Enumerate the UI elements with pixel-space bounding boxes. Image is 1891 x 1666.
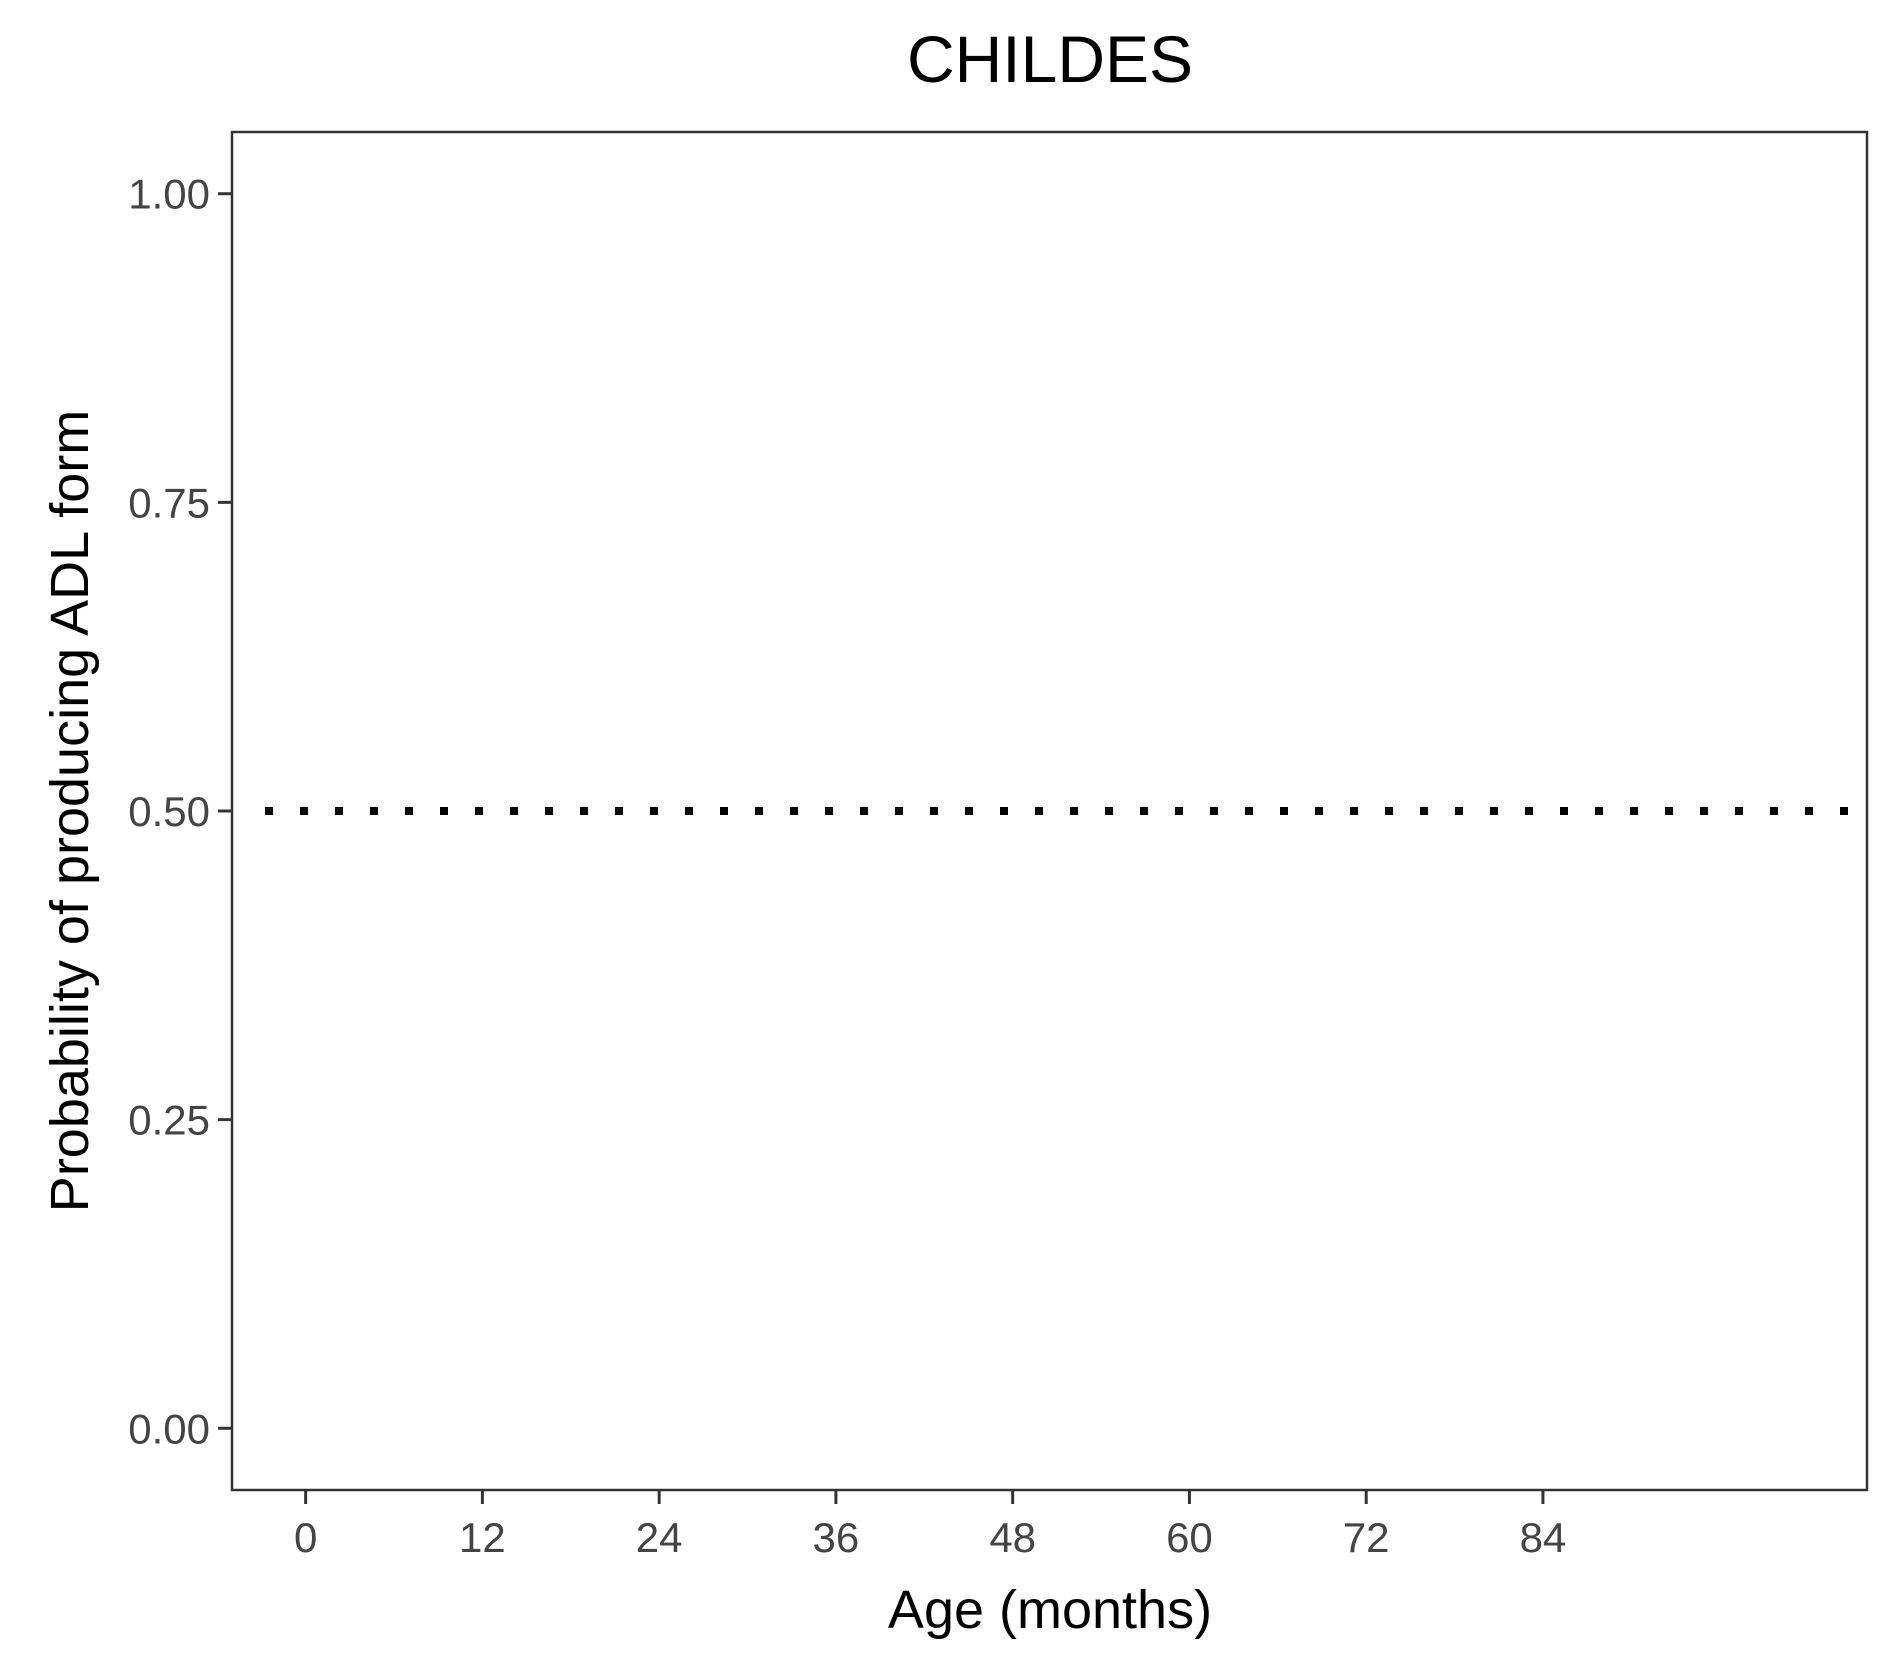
- chart-title: CHILDES: [907, 22, 1193, 96]
- x-axis-title: Age (months): [888, 1580, 1212, 1640]
- x-axis: 0 12 24 36 48 60 72 84: [294, 1490, 1566, 1561]
- x-tick-label: 84: [1520, 1514, 1567, 1561]
- y-tick-label: 0.00: [128, 1405, 210, 1452]
- y-axis-title: Probability of producing ADL form: [40, 410, 100, 1212]
- x-tick-label: 0: [294, 1514, 317, 1561]
- x-tick-label: 12: [459, 1514, 506, 1561]
- y-tick-label: 0.75: [128, 479, 210, 526]
- y-tick-label: 0.50: [128, 788, 210, 835]
- y-axis: 0.00 0.25 0.50 0.75 1.00: [128, 171, 232, 1452]
- x-tick-label: 72: [1343, 1514, 1390, 1561]
- x-tick-label: 24: [636, 1514, 683, 1561]
- y-tick-label: 0.25: [128, 1097, 210, 1144]
- plot-panel: [230, 130, 1869, 1492]
- y-tick-label: 1.00: [128, 171, 210, 218]
- x-tick-label: 36: [813, 1514, 860, 1561]
- x-tick-label: 48: [989, 1514, 1036, 1561]
- x-tick-label: 60: [1166, 1514, 1213, 1561]
